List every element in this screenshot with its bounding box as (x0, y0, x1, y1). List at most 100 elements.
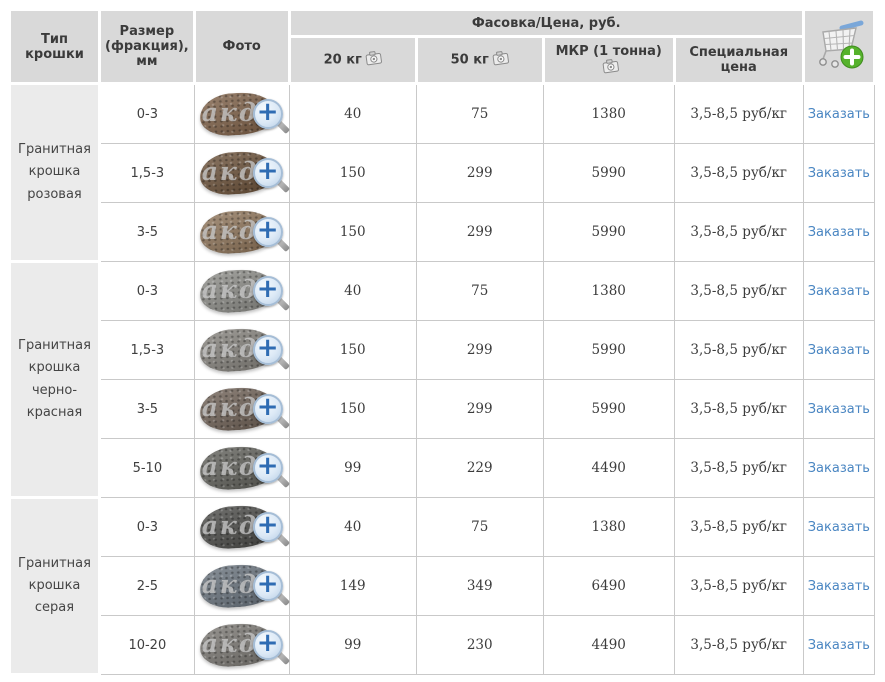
table-row: 5-10 акд 99 229 4490 3,5-8,5 руб/кг Зака… (10, 438, 875, 498)
zoom-plus-icon[interactable] (252, 453, 290, 489)
header-photo: Фото (192, 8, 291, 85)
price-20kg-cell: 40 (288, 497, 417, 557)
table-row: 2-5 акд 149 349 6490 3,5-8,5 руб/кг Зака… (10, 556, 875, 616)
price-50kg-cell: 75 (415, 261, 544, 321)
order-link[interactable]: Заказать (807, 460, 870, 476)
order-link[interactable]: Заказать (807, 578, 870, 594)
header-20kg-label: 20 кг (323, 52, 362, 68)
product-photo[interactable]: акд (198, 444, 290, 492)
header-size: Размер (фракция), мм (98, 8, 196, 85)
photo-cell: акд (193, 497, 290, 557)
price-20kg-cell: 99 (288, 438, 417, 498)
special-price-cell: 3,5-8,5 руб/кг (673, 83, 804, 144)
order-cell: Заказать (802, 83, 875, 144)
order-link[interactable]: Заказать (807, 283, 870, 299)
order-cell: Заказать (802, 497, 875, 557)
price-mkr-cell: 1380 (542, 261, 675, 321)
photo-cell: акд (193, 438, 290, 498)
order-link[interactable]: Заказать (807, 519, 870, 535)
zoom-plus-icon[interactable] (252, 217, 290, 253)
price-mkr-cell: 5990 (542, 379, 675, 439)
header-crumb-type: Тип крошки (8, 8, 101, 85)
special-price-cell: 3,5-8,5 руб/кг (673, 143, 804, 203)
crumb-type-cell: Гранитная крошка черно-красная (8, 260, 101, 499)
photo-cell: акд (193, 556, 290, 616)
camera-icon[interactable] (602, 57, 620, 77)
table-row: 3-5 акд 150 299 5990 3,5-8,5 руб/кг Зака… (10, 379, 875, 439)
special-price-cell: 3,5-8,5 руб/кг (673, 202, 804, 262)
header-mkr: МКР (1 тонна) (541, 35, 676, 85)
price-50kg-cell: 349 (415, 556, 544, 616)
zoom-plus-icon[interactable] (252, 394, 290, 430)
order-link[interactable]: Заказать (807, 106, 870, 122)
price-mkr-cell: 1380 (542, 83, 675, 144)
price-50kg-cell: 75 (415, 497, 544, 557)
order-link[interactable]: Заказать (807, 342, 870, 358)
header-mkr-label: МКР (1 тонна) (555, 43, 662, 59)
product-photo[interactable]: акд (198, 562, 290, 610)
price-50kg-cell: 299 (415, 320, 544, 380)
product-photo[interactable]: акд (198, 621, 290, 669)
size-cell: 1,5-3 (99, 143, 195, 203)
price-20kg-cell: 150 (288, 320, 417, 380)
price-20kg-cell: 40 (288, 83, 417, 144)
zoom-plus-icon[interactable] (252, 512, 290, 548)
special-price-cell: 3,5-8,5 руб/кг (673, 320, 804, 380)
price-mkr-cell: 5990 (542, 202, 675, 262)
price-mkr-cell: 6490 (542, 556, 675, 616)
special-price-cell: 3,5-8,5 руб/кг (673, 261, 804, 321)
size-cell: 1,5-3 (99, 320, 195, 380)
order-cell: Заказать (802, 556, 875, 616)
size-cell: 5-10 (99, 438, 195, 498)
order-cell: Заказать (802, 438, 875, 498)
photo-cell: акд (193, 143, 290, 203)
table-row: 1,5-3 акд 150 299 5990 3,5-8,5 руб/кг За… (10, 143, 875, 203)
price-50kg-cell: 75 (415, 83, 544, 144)
table-row: 10-20 акд 99 230 4490 3,5-8,5 руб/кг Зак… (10, 615, 875, 675)
product-photo[interactable]: акд (198, 267, 290, 315)
zoom-plus-icon[interactable] (252, 571, 290, 607)
price-50kg-cell: 299 (415, 202, 544, 262)
table-row: 3-5 акд 150 299 5990 3,5-8,5 руб/кг Зака… (10, 202, 875, 262)
price-20kg-cell: 99 (288, 615, 417, 675)
order-link[interactable]: Заказать (807, 224, 870, 240)
special-price-cell: 3,5-8,5 руб/кг (673, 379, 804, 439)
zoom-plus-icon[interactable] (252, 276, 290, 312)
camera-icon[interactable] (365, 50, 383, 70)
product-photo[interactable]: акд (198, 90, 290, 138)
crumb-type-cell: Гранитная крошка розовая (8, 82, 101, 263)
price-50kg-cell: 299 (415, 143, 544, 203)
header-special-price: Специальная цена (672, 35, 805, 85)
table-row: Гранитная крошка черно-красная 0-3 акд 4… (8, 260, 875, 499)
size-cell: 3-5 (99, 202, 195, 262)
product-photo[interactable]: акд (198, 385, 290, 433)
price-20kg-cell: 149 (288, 556, 417, 616)
table-row: Гранитная крошка серая 0-3 акд 40 75 138… (8, 496, 875, 676)
crumb-type-cell: Гранитная крошка серая (8, 496, 101, 676)
size-cell: 3-5 (99, 379, 195, 439)
zoom-plus-icon[interactable] (252, 99, 290, 135)
photo-cell: акд (193, 202, 290, 262)
special-price-cell: 3,5-8,5 руб/кг (673, 556, 804, 616)
header-50kg: 50 кг (414, 35, 545, 85)
camera-icon[interactable] (492, 50, 510, 70)
photo-cell: акд (193, 615, 290, 675)
order-link[interactable]: Заказать (807, 401, 870, 417)
zoom-plus-icon[interactable] (252, 335, 290, 371)
special-price-cell: 3,5-8,5 руб/кг (673, 438, 804, 498)
zoom-plus-icon[interactable] (252, 630, 290, 666)
zoom-plus-icon[interactable] (252, 158, 290, 194)
header-20kg: 20 кг (287, 35, 418, 85)
product-photo[interactable]: акд (198, 503, 290, 551)
size-cell: 0-3 (99, 83, 195, 144)
product-photo[interactable]: акд (198, 208, 290, 256)
order-link[interactable]: Заказать (807, 165, 870, 181)
photo-cell: акд (193, 379, 290, 439)
product-photo[interactable]: акд (198, 149, 290, 197)
product-photo[interactable]: акд (198, 326, 290, 374)
special-price-cell: 3,5-8,5 руб/кг (673, 615, 804, 675)
price-mkr-cell: 1380 (542, 497, 675, 557)
cart-plus-icon (811, 20, 867, 75)
header-cart-cell (801, 8, 876, 85)
order-link[interactable]: Заказать (807, 637, 870, 653)
